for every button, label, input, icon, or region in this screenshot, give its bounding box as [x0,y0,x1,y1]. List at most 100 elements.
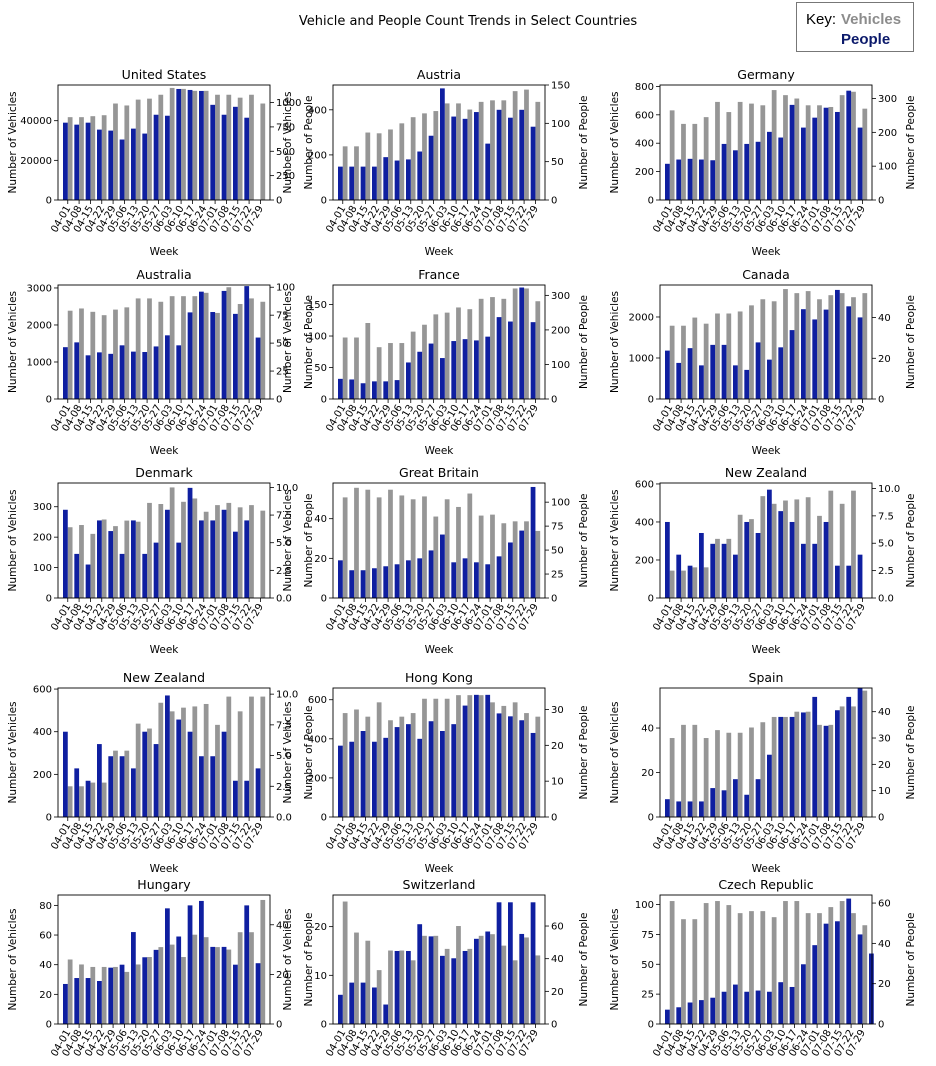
x-axis-label: Week [425,644,455,656]
vehicles-bar [665,350,670,399]
vehicles-bar [74,342,80,399]
vehicles-bar [244,117,250,200]
people-bar [692,724,698,817]
y2-tick-label: 40 [878,313,891,324]
vehicles-bar [63,347,68,399]
people-bar [181,957,186,1024]
y-tick-label: 600 [308,695,327,706]
people-bar [760,105,766,200]
y2-tick-label: 10.0 [276,483,298,494]
people-bar [342,146,348,200]
people-bar [388,950,393,1024]
people-bar [817,724,822,817]
y2-tick-label: 0 [551,594,557,605]
y2-tick-label: 50 [276,339,289,350]
vehicles-bar [153,346,159,399]
vehicles-bar [462,705,468,817]
vehicles-bar [801,712,806,817]
people-bar [862,108,868,200]
chart-panel: Australia0100020003000025507510004-0104-… [7,267,315,457]
y-tick-label: 400 [308,734,327,745]
people-bar [399,123,405,200]
plot-frame [57,482,271,599]
y2-axis-label: Number of People [578,913,590,1007]
y2-tick-label: 100 [551,119,570,130]
vehicles-bar [733,150,738,200]
vehicles-bar [801,543,806,598]
vehicles-bar [710,543,716,598]
people-bar [535,530,541,598]
legend-people-label: People [841,31,891,48]
people-bar [828,295,834,399]
y2-tick-label: 0.0 [276,594,292,605]
people-bar [467,493,473,598]
y2-tick-label: 1000 [276,98,301,109]
y2-tick-label: 75 [551,522,564,533]
vehicles-bar [823,725,829,817]
vehicles-bar [131,768,136,817]
vehicles-bar [812,117,818,200]
y2-tick-label: 10 [878,786,891,797]
people-bar [388,129,393,200]
people-bar [113,526,118,598]
y-tick-label: 10 [314,971,327,982]
y2-axis-label: Number of People [905,913,917,1007]
y2-tick-label: 0 [878,1020,884,1031]
vehicles-bar [485,931,491,1024]
vehicles-bar [665,163,670,200]
people-bar [354,337,359,399]
y-tick-label: 400 [635,139,654,150]
people-bar [113,103,118,200]
y-tick-label: 20000 [20,156,52,167]
vehicles-bar [846,90,852,200]
vehicles-bar [176,542,182,598]
people-bar [490,702,495,817]
chart-title: Hungary [137,877,191,892]
y-tick-label: 20 [641,768,654,779]
people-bar [703,738,709,817]
vehicles-bar [835,289,840,399]
vehicles-bar [383,157,389,200]
people-bar [817,299,822,399]
vehicles-bar [176,88,182,200]
people-bar [783,716,788,817]
people-bar [365,716,371,817]
y2-tick-label: 2.5 [276,782,292,793]
vehicles-bar [687,565,693,598]
people-bar [828,106,834,200]
chart-title: Austria [417,67,461,82]
people-bar [501,945,507,1024]
y2-tick-label: 60 [878,899,891,910]
chart-title: Czech Republic [718,877,813,892]
people-bar [192,498,198,598]
y-axis-label: Number of Vehicles [7,490,19,592]
vehicles-bar [519,109,525,200]
people-bar [410,117,416,200]
vehicles-bar [823,923,829,1024]
vehicles-bar [221,731,227,817]
people-bar [158,301,164,399]
y2-tick-label: 0 [551,813,557,824]
y-tick-label: 400 [635,517,654,528]
people-bar [805,291,811,399]
vehicles-bar [108,130,114,200]
vehicles-bar [142,351,148,399]
vehicles-bar [823,107,829,200]
people-bar [410,713,416,817]
vehicles-bar [428,135,434,200]
vehicles-bar [360,731,366,817]
vehicles-bar [119,756,125,817]
people-bar [771,716,777,817]
vehicles-bar [835,710,840,817]
chart-panel: Canada0100020000204004-0104-0804-1504-22… [609,267,917,457]
vehicles-bar [744,794,750,817]
vehicles-bar [119,964,125,1024]
y-tick-label: 20 [39,990,52,1001]
people-bar [444,103,450,200]
vehicles-bar [417,924,423,1024]
vehicles-bar [255,768,261,817]
chart-panel: Great Britain02040025507510004-0104-0804… [282,465,590,656]
vehicles-bar [383,381,389,399]
vehicles-bar [394,380,400,399]
vehicles-bar [85,564,91,598]
